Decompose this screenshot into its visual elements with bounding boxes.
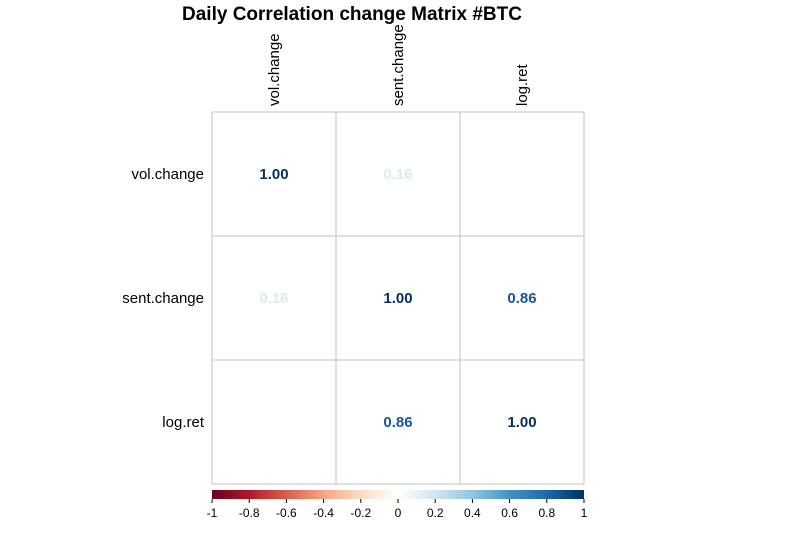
colorbar-tick-label: -0.6 xyxy=(276,506,297,520)
cell-value: 0.16 xyxy=(259,290,288,307)
colorbar-tick-label: 0 xyxy=(395,506,402,520)
matrix-cells: 1.00 0.16 0.16 1.00 0.86 0.86 1.00 xyxy=(259,166,536,431)
colorbar-tick-label: -0.2 xyxy=(350,506,371,520)
column-label: vol.change xyxy=(266,33,283,106)
cell-value: 1.00 xyxy=(259,166,288,183)
column-label: log.ret xyxy=(514,63,531,106)
cell-value: 0.86 xyxy=(507,290,536,307)
colorbar-tick-label: 0.4 xyxy=(464,506,481,520)
colorbar-tick-label: 0.2 xyxy=(427,506,444,520)
colorbar-tick-label: 0.6 xyxy=(501,506,518,520)
colorbar-tick-label: 1 xyxy=(581,506,588,520)
colorbar-tick-label: -1 xyxy=(207,506,218,520)
cell-value: 0.16 xyxy=(383,166,412,183)
cell-value: 1.00 xyxy=(507,414,536,431)
colorbar-tick-label: -0.8 xyxy=(239,506,260,520)
cell-value: 0.86 xyxy=(383,414,412,431)
cell-value: 1.00 xyxy=(383,290,412,307)
matrix-grid xyxy=(211,111,585,485)
colorbar-tick-label: -0.4 xyxy=(313,506,334,520)
row-labels: vol.change sent.change log.ret xyxy=(122,166,205,431)
colorbar-gradient xyxy=(212,490,584,499)
row-label: sent.change xyxy=(122,290,204,307)
chart-title: Daily Correlation change Matrix #BTC xyxy=(182,4,522,25)
column-label: sent.change xyxy=(390,24,407,106)
colorbar-tick-label: 0.8 xyxy=(538,506,555,520)
row-label: vol.change xyxy=(131,166,204,183)
colorbar: -1 -0.8 -0.6 -0.4 -0.2 0 0.2 0.4 0.6 0.8 1 xyxy=(207,490,588,520)
column-labels: vol.change sent.change log.ret xyxy=(266,24,531,106)
row-label: log.ret xyxy=(162,414,205,431)
